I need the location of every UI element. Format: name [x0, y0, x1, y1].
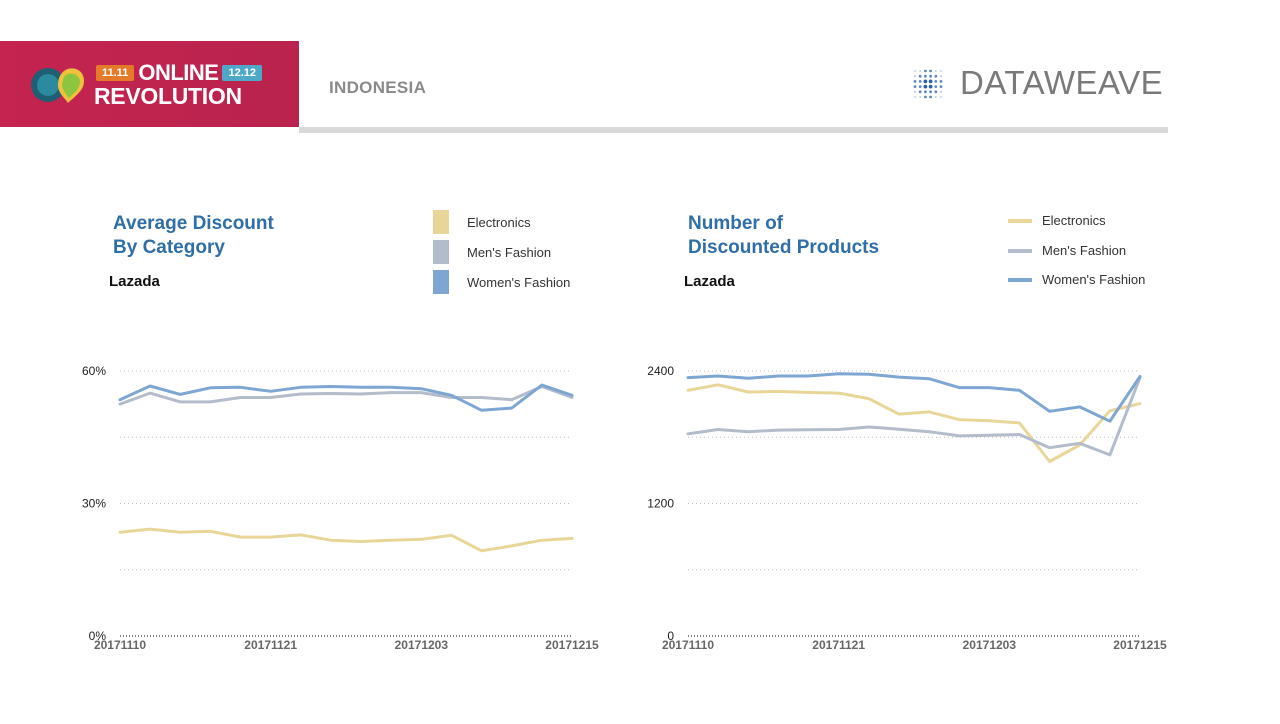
logo-dot — [918, 74, 922, 78]
heart-logo-icon — [31, 68, 84, 103]
legend-swatch — [1008, 277, 1032, 282]
logo-dot — [940, 96, 942, 98]
logo-dot — [924, 69, 927, 73]
logo-dot — [929, 74, 932, 78]
chart2-title-line2: Discounted Products — [688, 237, 880, 258]
event-banner: 11.11 ONLINE 12.12 REVOLUTION — [0, 41, 299, 127]
logo-dot — [940, 90, 942, 93]
legend-swatch — [1008, 218, 1032, 223]
legend-swatch — [433, 210, 449, 234]
logo-dot — [913, 85, 917, 88]
header-divider — [299, 127, 1168, 133]
logo-dot — [913, 80, 917, 83]
logo-dot — [923, 79, 928, 84]
banner-date-left: 11.11 — [96, 65, 135, 81]
logo-dot — [929, 69, 932, 73]
logo-dot — [934, 74, 938, 78]
chart1-subtitle: Lazada — [109, 273, 160, 290]
chart1-legend-mens-fashion: Men's Fashion — [433, 240, 551, 264]
x-tick-label: 20171215 — [545, 638, 599, 652]
logo-dot — [934, 70, 937, 72]
logo-dot — [918, 80, 922, 83]
logo-dot — [934, 96, 937, 98]
banner-date-right: 12.12 — [222, 65, 262, 81]
chart1-title-line2: By Category — [113, 237, 225, 258]
logo-dot — [919, 70, 922, 72]
legend-swatch — [1008, 248, 1032, 253]
chart1-title-line1: Average Discount — [113, 213, 274, 234]
legend-swatch — [433, 240, 449, 264]
series-line-electronics — [118, 527, 574, 553]
y-tick-label: 0% — [89, 629, 107, 643]
x-tick-label: 20171110 — [662, 638, 714, 652]
x-tick-label: 20171203 — [963, 638, 1017, 652]
logo-dot — [928, 79, 933, 84]
chart1-legend-electronics: Electronics — [433, 210, 531, 234]
logo-dot — [934, 85, 938, 88]
chart2-legend-mens-fashion: Men's Fashion — [1008, 243, 1126, 258]
chart1-legend-womens-fashion: Women's Fashion — [433, 270, 570, 294]
series-line-electronics — [686, 383, 1142, 463]
logo-dot — [914, 96, 916, 98]
banner-title-revolution: REVOLUTION — [94, 83, 242, 109]
y-tick-label: 30% — [82, 497, 106, 511]
legend-label: Electronics — [467, 214, 531, 230]
dataweave-logo-icon — [913, 69, 943, 99]
legend-label: Men's Fashion — [1042, 243, 1127, 258]
logo-dot — [940, 70, 942, 72]
x-tick-label: 20171121 — [244, 638, 297, 652]
legend-label: Women's Fashion — [467, 274, 571, 290]
y-tick-label: 0 — [667, 629, 674, 643]
chart2-title: Number of Discounted Products — [688, 212, 879, 260]
logo-dot — [939, 80, 943, 83]
legend-label: Women's Fashion — [1042, 272, 1146, 287]
brand-name: DATAWEAVE — [960, 64, 1164, 101]
legend-label: Electronics — [1042, 213, 1106, 228]
chart1-title: Average Discount By Category — [113, 212, 274, 260]
banner-title-line1: 11.11 ONLINE 12.12 — [96, 60, 262, 85]
logo-dot — [939, 85, 943, 88]
country-label: INDONESIA — [329, 78, 427, 97]
legend-label: Men's Fashion — [467, 244, 552, 260]
y-tick-label: 1200 — [647, 497, 674, 511]
x-tick-label: 20171121 — [812, 638, 865, 652]
chart2-title-line1: Number of — [688, 213, 783, 234]
logo-dot — [934, 90, 938, 94]
logo-dot — [918, 85, 922, 88]
chart2-legend-womens-fashion: Women's Fashion — [1008, 272, 1145, 287]
x-tick-label: 20171215 — [1113, 638, 1167, 652]
y-tick-label: 60% — [82, 364, 106, 378]
chart2-legend-electronics: Electronics — [1008, 213, 1106, 228]
series-line-men-s-fashion — [686, 376, 1142, 457]
logo-dot — [914, 90, 916, 93]
logo-dot — [929, 95, 932, 99]
chart2-subtitle: Lazada — [684, 273, 735, 290]
logo-dot — [929, 90, 932, 94]
logo-dot — [918, 90, 922, 94]
banner-title-online: ONLINE — [138, 60, 219, 85]
x-tick-label: 20171110 — [94, 638, 146, 652]
logo-dot — [914, 75, 916, 78]
logo-dot — [914, 70, 916, 72]
logo-dot — [923, 84, 928, 89]
y-tick-label: 2400 — [647, 364, 674, 378]
logo-dot — [924, 90, 927, 94]
logo-dot — [934, 80, 938, 83]
logo-dot — [919, 96, 922, 98]
series-line-men-s-fashion — [118, 385, 574, 406]
series-line-women-s-fashion — [118, 383, 574, 412]
logo-dot — [928, 84, 933, 89]
series-line-women-s-fashion — [686, 372, 1142, 423]
logo-dot — [924, 74, 927, 78]
x-tick-label: 20171203 — [395, 638, 449, 652]
logo-dot — [924, 95, 927, 99]
logo-dot — [940, 75, 942, 78]
legend-swatch — [433, 270, 449, 294]
